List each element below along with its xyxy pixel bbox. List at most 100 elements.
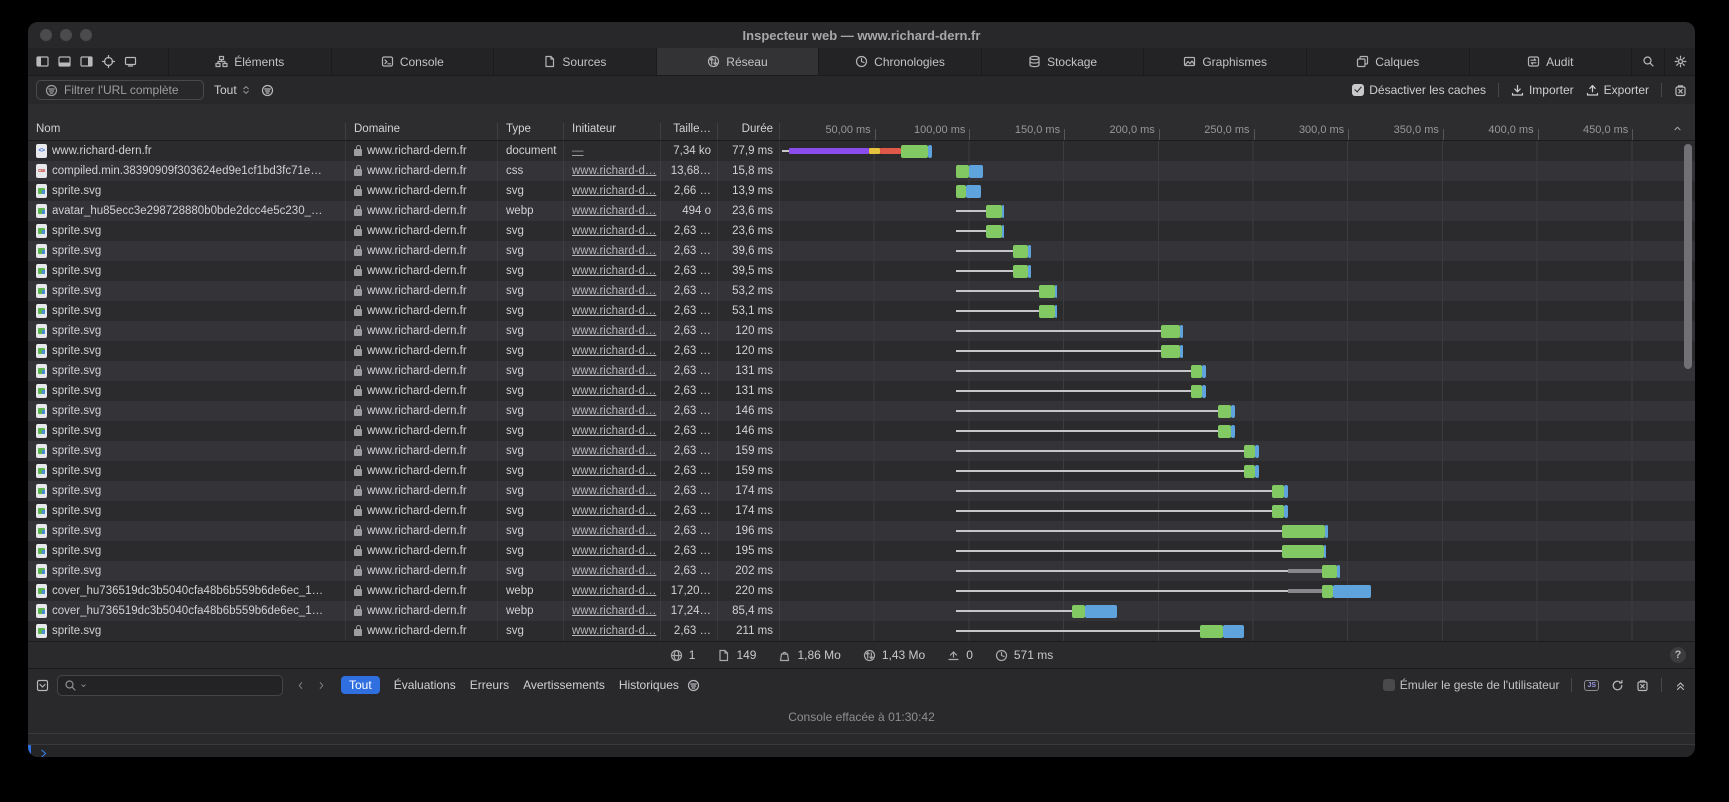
table-row[interactable]: sprite.svg www.richard-dern.fr svg www.rich… [28, 461, 1695, 481]
element-picker-icon[interactable] [102, 55, 115, 68]
initiator-link[interactable]: www.richard-d… [572, 205, 657, 217]
initiator-link[interactable]: www.richard-d… [572, 165, 657, 177]
cell-nom: sprite.svg [28, 221, 346, 241]
initiator-link[interactable]: www.richard-d… [572, 465, 657, 477]
column-header-nom[interactable]: Nom [28, 123, 346, 140]
column-header-initiateur[interactable]: Initiateur [564, 123, 661, 140]
zoom-button[interactable] [80, 29, 92, 41]
table-row[interactable]: cover_hu736519dc3b5040cfa48b6b559b6de6ec… [28, 601, 1695, 621]
column-header-duree[interactable]: Durée [718, 123, 780, 140]
initiator-link[interactable]: www.richard-d… [572, 365, 657, 377]
toggle-left-sidebar-icon[interactable] [36, 55, 49, 68]
emulate-user-gesture-checkbox[interactable]: Émuler le geste de l'utilisateur [1382, 678, 1559, 692]
clear-network-items-icon[interactable] [1674, 84, 1687, 97]
table-row[interactable]: sprite.svg www.richard-dern.fr svg www.rich… [28, 321, 1695, 341]
tab-stockage[interactable]: Stockage [981, 48, 1145, 75]
tab-calques[interactable]: Calques [1306, 48, 1470, 75]
tab-audit[interactable]: Audit [1469, 48, 1633, 75]
dock-bottom-icon[interactable] [58, 55, 71, 68]
help-button[interactable]: ? [1670, 647, 1686, 663]
console-scope-erreurs[interactable]: Erreurs [469, 678, 510, 692]
table-row[interactable]: sprite.svg www.richard-dern.fr svg www.rich… [28, 301, 1695, 321]
console-search-field[interactable] [57, 674, 283, 696]
table-row[interactable]: sprite.svg www.richard-dern.fr svg www.rich… [28, 281, 1695, 301]
table-row[interactable]: avatar_hu85ecc3e298728880b0bde2dcc4e5c23… [28, 201, 1695, 221]
console-filter-icon[interactable] [687, 679, 700, 692]
filter-options-icon[interactable] [261, 84, 274, 97]
initiator-link[interactable]: www.richard-d… [572, 605, 657, 617]
table-row[interactable]: sprite.svg www.richard-dern.fr svg www.rich… [28, 561, 1695, 581]
tab-sources[interactable]: Sources [494, 48, 657, 75]
console-prompt[interactable] [28, 744, 1695, 757]
column-header-type[interactable]: Type [498, 123, 564, 140]
reload-icon[interactable] [1611, 679, 1624, 692]
console-panel-toggle-icon[interactable] [36, 679, 49, 692]
initiator-link[interactable]: www.richard-d… [572, 625, 657, 637]
export-button[interactable]: Exporter [1586, 83, 1649, 97]
table-row[interactable]: css compiled.min.38390909f303624ed9e1cf1b… [28, 161, 1695, 181]
initiator-link[interactable]: www.richard-d… [572, 485, 657, 497]
initiator-link[interactable]: www.richard-d… [572, 325, 657, 337]
console-scope-avertissements[interactable]: Avertissements [523, 678, 605, 692]
table-row[interactable]: sprite.svg www.richard-dern.fr svg www.rich… [28, 181, 1695, 201]
initiator-link[interactable]: www.richard-d… [572, 405, 657, 417]
initiator-link[interactable]: www.richard-d… [572, 285, 657, 297]
table-row[interactable]: sprite.svg www.richard-dern.fr svg www.rich… [28, 501, 1695, 521]
tab-console[interactable]: Console [331, 48, 495, 75]
toggle-right-sidebar-icon[interactable] [80, 55, 93, 68]
table-row[interactable]: <> www.richard-dern.fr www.richard-dern.fr… [28, 141, 1695, 161]
table-row[interactable]: sprite.svg www.richard-dern.fr svg www.rich… [28, 621, 1695, 641]
table-row[interactable]: sprite.svg www.richard-dern.fr svg www.rich… [28, 241, 1695, 261]
initiator-link[interactable]: www.richard-d… [572, 545, 657, 557]
table-row[interactable]: sprite.svg www.richard-dern.fr svg www.rich… [28, 261, 1695, 281]
table-row[interactable]: sprite.svg www.richard-dern.fr svg www.rich… [28, 481, 1695, 501]
table-row[interactable]: sprite.svg www.richard-dern.fr svg www.rich… [28, 421, 1695, 441]
initiator-link[interactable]: www.richard-d… [572, 245, 657, 257]
table-row[interactable]: sprite.svg www.richard-dern.fr svg www.rich… [28, 361, 1695, 381]
clear-console-icon[interactable] [1636, 679, 1649, 692]
table-row[interactable]: sprite.svg www.richard-dern.fr svg www.rich… [28, 401, 1695, 421]
column-header-taille[interactable]: Taille… [661, 123, 718, 140]
table-row[interactable]: sprite.svg www.richard-dern.fr svg www.rich… [28, 341, 1695, 361]
initiator-link[interactable]: www.richard-d… [572, 525, 657, 537]
next-result-button[interactable] [316, 680, 327, 691]
collapse-timeline-icon[interactable] [1672, 123, 1683, 134]
initiator-link[interactable]: www.richard-d… [572, 505, 657, 517]
initiator-link[interactable]: www.richard-d… [572, 585, 657, 597]
table-row[interactable]: sprite.svg www.richard-dern.fr svg www.rich… [28, 441, 1695, 461]
tab-elements[interactable]: Éléments [169, 48, 332, 75]
settings-button[interactable] [1665, 48, 1695, 75]
initiator-link[interactable]: www.richard-d… [572, 385, 657, 397]
console-scope-historiques[interactable]: Historiques [618, 678, 679, 692]
tab-reseau[interactable]: Réseau [656, 48, 820, 75]
close-button[interactable] [40, 29, 52, 41]
table-row[interactable]: sprite.svg www.richard-dern.fr svg www.rich… [28, 381, 1695, 401]
resource-type-dropdown[interactable]: Tout [214, 83, 251, 97]
js-context-icon[interactable]: JS [1584, 679, 1599, 691]
disable-caches-checkbox[interactable]: Désactiver les caches [1352, 83, 1486, 97]
initiator-link[interactable]: www.richard-d… [572, 345, 657, 357]
initiator-link[interactable]: www.richard-d… [572, 225, 657, 237]
console-scope-evaluations[interactable]: Évaluations [393, 678, 456, 692]
initiator-link[interactable]: www.richard-d… [572, 565, 657, 577]
search-button[interactable] [1632, 48, 1665, 75]
table-row[interactable]: sprite.svg www.richard-dern.fr svg www.rich… [28, 221, 1695, 241]
table-row[interactable]: sprite.svg www.richard-dern.fr svg www.rich… [28, 521, 1695, 541]
initiator-link[interactable]: www.richard-d… [572, 265, 657, 277]
device-settings-icon[interactable] [124, 55, 137, 68]
import-button[interactable]: Importer [1511, 83, 1574, 97]
table-row[interactable]: sprite.svg www.richard-dern.fr svg www.rich… [28, 541, 1695, 561]
previous-result-button[interactable] [295, 680, 306, 691]
tab-chronologies[interactable]: Chronologies [819, 48, 982, 75]
column-header-domaine[interactable]: Domaine [346, 123, 498, 140]
initiator-link[interactable]: www.richard-d… [572, 185, 657, 197]
expand-console-icon[interactable] [1674, 679, 1687, 692]
minimize-button[interactable] [60, 29, 72, 41]
initiator-link[interactable]: www.richard-d… [572, 305, 657, 317]
table-row[interactable]: cover_hu736519dc3b5040cfa48b6b559b6de6ec… [28, 581, 1695, 601]
initiator-link[interactable]: www.richard-d… [572, 425, 657, 437]
url-filter-field[interactable]: Filtrer l'URL complète [36, 80, 204, 100]
console-scope-tout[interactable]: Tout [341, 676, 380, 694]
tab-graphismes[interactable]: Graphismes [1144, 48, 1307, 75]
initiator-link[interactable]: www.richard-d… [572, 445, 657, 457]
